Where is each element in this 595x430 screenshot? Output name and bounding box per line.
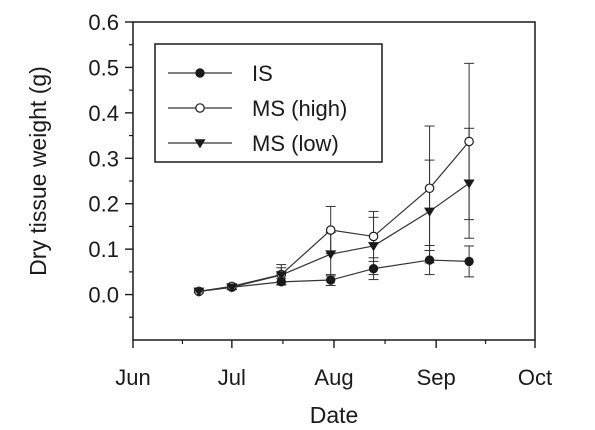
- data-point: [325, 225, 336, 235]
- x-axis-label: Date: [310, 402, 359, 428]
- data-point: [464, 256, 474, 267]
- y-axis-label: Dry tissue weight (g): [25, 66, 51, 276]
- data-point: [424, 255, 435, 265]
- legend-marker: [194, 139, 206, 149]
- data-point: [368, 263, 379, 274]
- data-point: [368, 242, 380, 252]
- y-tick-label: 0.0: [88, 283, 119, 308]
- data-point: [193, 287, 205, 297]
- y-tick-label: 0.2: [88, 192, 119, 217]
- y-tick-label: 0.6: [88, 10, 119, 35]
- y-tick-label: 0.3: [88, 146, 119, 171]
- legend-label: IS: [252, 61, 273, 86]
- legend-marker: [195, 68, 205, 78]
- data-point: [326, 275, 336, 285]
- x-tick-label: Sep: [417, 365, 456, 390]
- legend-marker: [195, 103, 205, 113]
- x-axis: Jun Jul Aug Sep Oct: [115, 340, 552, 390]
- x-tick-label: Jun: [115, 365, 150, 390]
- y-axis: 0.0 0.1 0.2 0.3 0.4 0.5 0.6: [88, 10, 133, 318]
- data-point: [368, 231, 379, 242]
- y-tick-label: 0.5: [88, 55, 119, 80]
- y-tick-label: 0.1: [88, 237, 119, 262]
- series-group: [193, 62, 475, 297]
- x-tick-label: Oct: [518, 365, 552, 390]
- data-point: [464, 136, 474, 147]
- data-point: [325, 250, 337, 260]
- legend-box: [154, 43, 383, 163]
- x-tick-label: Aug: [314, 365, 353, 390]
- legend-label: MS (low): [252, 131, 339, 156]
- data-point: [226, 283, 238, 293]
- data-point: [424, 207, 436, 217]
- x-tick-label: Jul: [218, 365, 246, 390]
- legend-label: MS (high): [252, 96, 347, 121]
- y-tick-label: 0.4: [88, 101, 119, 126]
- data-point: [275, 271, 287, 281]
- plot-frame: [132, 21, 536, 341]
- data-point: [424, 183, 435, 194]
- series-2-markers: [193, 179, 475, 297]
- legend: IS MS (high) MS (low): [154, 43, 383, 163]
- data-point: [463, 179, 475, 189]
